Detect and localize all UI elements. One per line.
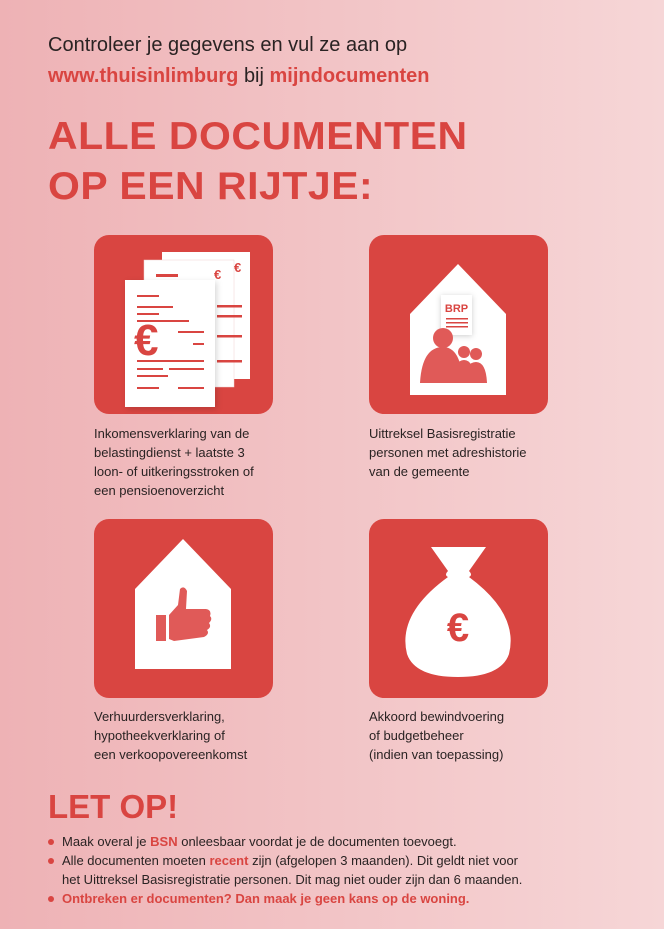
document-caption-4: Akkoord bewindvoering of budgetbeheer (ind…	[369, 709, 505, 762]
section-name: mijndocumenten	[269, 65, 430, 87]
notice-item: Ontbreken er documenten? Dan maak je gee…	[48, 889, 522, 908]
intro-line: Controleer je gegevens en vul ze aan op	[48, 34, 408, 56]
brp-badge: BRP	[445, 303, 468, 315]
document-caption-3: Verhuurdersverklaring, hypotheekverklarin…	[94, 709, 248, 762]
euro-badge: €	[447, 606, 469, 650]
notice-item: Maak overal je BSN onleesbaar voordat je…	[48, 832, 522, 851]
title-line-2: OP EEN RIJTJE:	[48, 165, 374, 208]
website-link[interactable]: www.thuisinlimburg	[48, 65, 239, 87]
intro: Controleer je gegevens en vul ze aan op …	[48, 30, 430, 92]
document-caption-2: Uittreksel Basisregistratie personen met …	[369, 426, 527, 479]
title-line-1: ALLE DOCUMENTEN	[48, 115, 468, 158]
euro-badge-1: €	[134, 316, 158, 365]
notice-title: LET OP!	[48, 788, 179, 825]
page-title: ALLE DOCUMENTEN OP EEN RIJTJE:	[48, 112, 468, 212]
notice-list: Maak overal je BSN onleesbaar voordat je…	[48, 832, 522, 908]
document-caption-1: Inkomensverklaring van de belastingdienst…	[94, 426, 254, 498]
notice-item: Alle documenten moeten recent zijn (afge…	[48, 851, 522, 889]
euro-badge-2: €	[214, 267, 221, 282]
thumbs-up-house-icon	[94, 519, 273, 698]
brp-house-icon: BRP	[369, 235, 548, 414]
intro-joiner: bij	[243, 65, 264, 87]
income-documents-icon: € € €	[94, 235, 273, 414]
euro-badge-3: €	[234, 260, 241, 275]
money-bag-icon: €	[369, 519, 548, 698]
